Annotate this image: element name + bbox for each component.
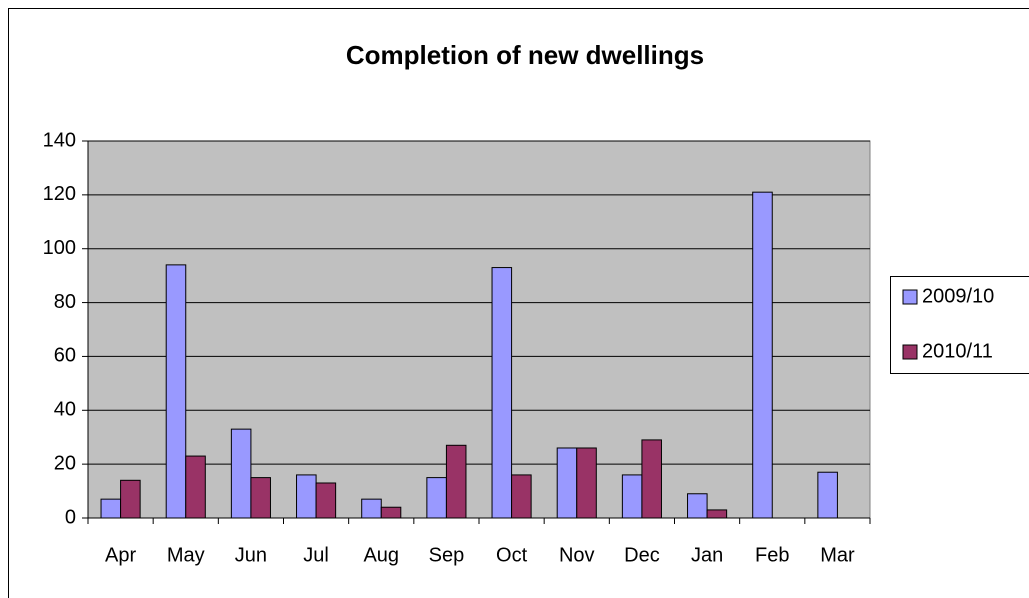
x-tick-label: Jul — [303, 544, 329, 566]
bar — [426, 477, 447, 519]
bar — [296, 474, 317, 519]
y-tick-label: 20 — [54, 452, 76, 474]
bar — [185, 455, 206, 519]
x-tick-label: Dec — [624, 544, 660, 566]
x-tick-label: Nov — [559, 544, 595, 566]
bar — [687, 493, 708, 519]
bar — [576, 447, 597, 519]
y-tick-label: 120 — [43, 183, 76, 205]
bar — [380, 506, 402, 519]
bar — [120, 479, 141, 519]
bar — [230, 428, 252, 519]
bar — [706, 509, 728, 519]
y-tick-label: 40 — [54, 399, 76, 421]
x-tick-label: May — [167, 544, 205, 566]
legend-label: 2010/11 — [922, 340, 993, 362]
y-tick-label: 100 — [43, 237, 76, 259]
x-tick-label: Jun — [235, 544, 267, 566]
bar — [511, 474, 532, 519]
x-tick-label: Oct — [496, 544, 528, 566]
bar — [250, 477, 271, 519]
bar — [556, 447, 578, 519]
bar — [621, 474, 643, 519]
legend-swatch — [902, 344, 918, 360]
bar — [361, 498, 382, 519]
x-tick-label: Feb — [755, 544, 789, 566]
bar — [817, 471, 838, 519]
legend-label: 2009/10 — [922, 285, 994, 307]
bar — [641, 439, 662, 519]
x-tick-label: Apr — [105, 544, 136, 566]
x-tick-label: Mar — [820, 544, 855, 566]
bar — [315, 482, 337, 519]
bar — [165, 264, 187, 519]
bar — [491, 267, 513, 519]
y-tick-label: 0 — [65, 506, 76, 528]
bar — [752, 191, 773, 519]
chart-title: Completion of new dwellings — [346, 40, 704, 70]
y-tick-label: 60 — [54, 345, 76, 367]
legend-swatch — [902, 289, 918, 305]
plot-area — [87, 140, 871, 519]
y-tick-label: 80 — [54, 291, 76, 313]
bar — [445, 444, 467, 519]
bar — [100, 498, 122, 519]
x-tick-label: Aug — [363, 544, 399, 566]
x-tick-label: Sep — [429, 544, 465, 566]
x-tick-label: Jan — [691, 544, 723, 566]
y-tick-label: 140 — [43, 129, 76, 151]
